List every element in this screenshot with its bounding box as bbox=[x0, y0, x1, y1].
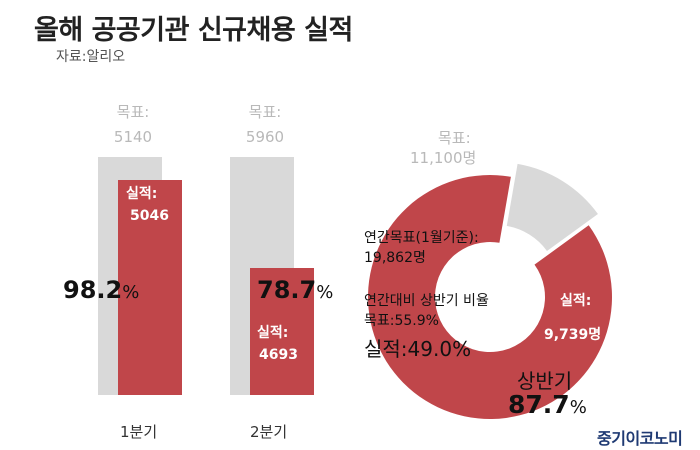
q2-target-value: 5960 bbox=[245, 128, 285, 146]
ratio-title: 연간대비 상반기 비율 bbox=[364, 293, 489, 309]
q2-target-caption: 목표: bbox=[248, 103, 282, 121]
x-tick-q2: 2분기 bbox=[250, 423, 288, 441]
donut-actual-caption: 실적: bbox=[560, 293, 592, 309]
half-rate-value: 87.7 bbox=[508, 390, 570, 419]
half-label: 상반기 bbox=[517, 369, 573, 393]
q1-target-value: 5140 bbox=[113, 128, 153, 146]
donut-actual-value: 9,739명 bbox=[544, 327, 602, 343]
ratio-target: 목표:55.9% bbox=[364, 313, 439, 329]
q1-actual-caption: 실적: bbox=[126, 186, 158, 202]
q2-actual-value: 4693 bbox=[259, 347, 298, 363]
q2-actual-caption: 실적: bbox=[257, 325, 289, 341]
donut-target-label: 목표: 11,100명 bbox=[410, 128, 530, 168]
ratio-actual: 실적:49.0% bbox=[364, 337, 472, 361]
x-tick-q1: 1분기 bbox=[120, 423, 158, 441]
ratio-block: 연간대비 상반기 비율 목표:55.9% bbox=[364, 291, 489, 331]
q1-target-label: 목표: 5140 bbox=[88, 100, 178, 150]
q1-target-caption: 목표: bbox=[116, 103, 150, 121]
q2-rate-unit: % bbox=[316, 282, 334, 303]
half-rate: 87.7% bbox=[508, 390, 587, 419]
q2-rate: 78.7% bbox=[257, 276, 333, 304]
brand-logo: 중기이코노미 bbox=[597, 429, 683, 448]
donut-target-value: 11,100명 bbox=[410, 149, 477, 167]
donut-slice-actual bbox=[367, 175, 612, 419]
half-rate-unit: % bbox=[569, 397, 587, 418]
q2-actual-label: 실적: 4693 bbox=[257, 322, 298, 366]
source-note: 자료:알리오 bbox=[56, 49, 126, 65]
q1-rate-value: 98.2 bbox=[63, 276, 123, 304]
q1-actual-label: 실적: 5046 bbox=[126, 183, 169, 227]
q1-rate: 98.2% bbox=[63, 276, 139, 304]
donut-actual-label: 실적: 9,739명 bbox=[544, 290, 601, 346]
q1-actual-value: 5046 bbox=[130, 208, 169, 224]
q2-target-label: 목표: 5960 bbox=[220, 100, 310, 150]
q2-rate-value: 78.7 bbox=[257, 276, 317, 304]
q2-actual-bar bbox=[250, 268, 314, 395]
annual-target-caption: 연간목표(1월기준): bbox=[364, 230, 479, 246]
annual-target-value: 19,862명 bbox=[364, 250, 426, 266]
q1-actual-bar bbox=[118, 180, 182, 395]
annual-target: 연간목표(1월기준): 19,862명 bbox=[364, 228, 479, 268]
donut-target-caption: 목표: bbox=[438, 129, 471, 147]
chart-title: 올해 공공기관 신규채용 실적 bbox=[34, 15, 353, 46]
donut-slice-target-remainder bbox=[506, 163, 598, 251]
q1-rate-unit: % bbox=[122, 282, 140, 303]
